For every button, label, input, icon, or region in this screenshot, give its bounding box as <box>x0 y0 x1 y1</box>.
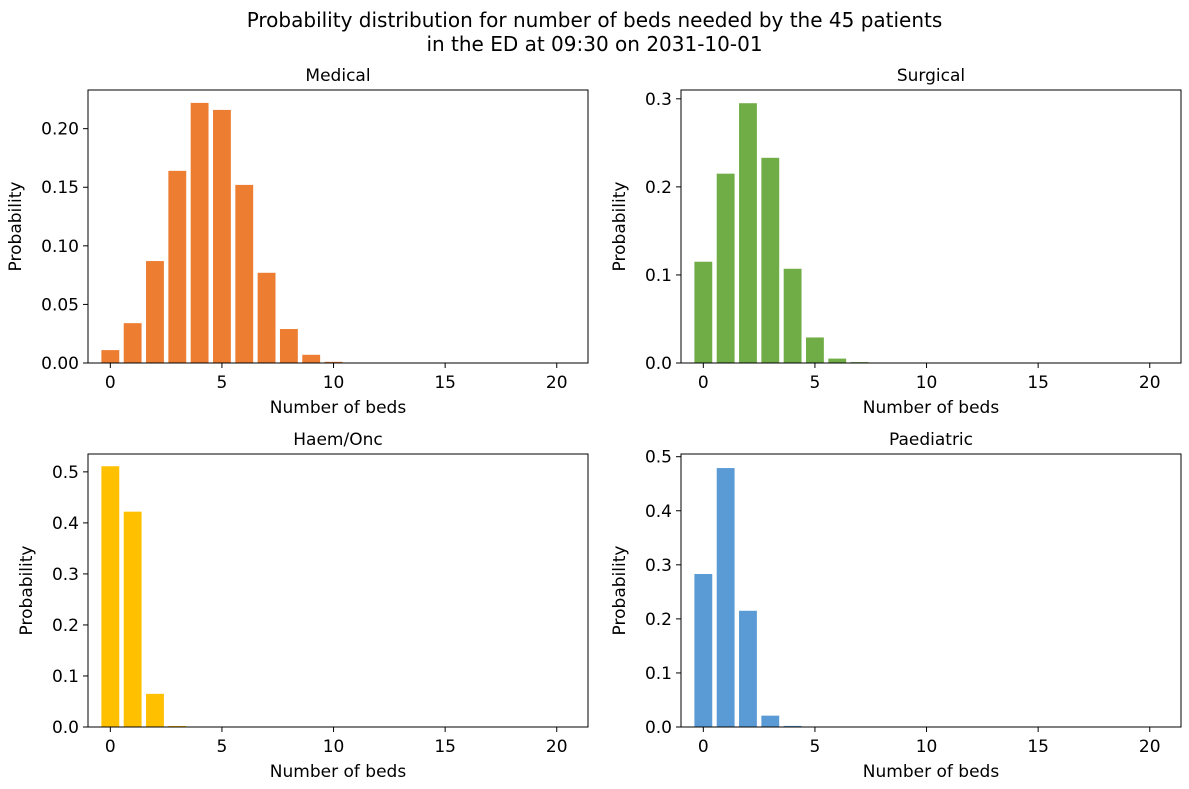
figure-title: Probability distribution for number of b… <box>0 8 1189 56</box>
y-tick-label-medical-1: 0.05 <box>41 295 79 315</box>
bar-surgical-5 <box>806 337 824 363</box>
x-tick-label-paediatric-0: 0 <box>698 737 709 757</box>
y-tick-label-haem-onc-4: 0.4 <box>52 514 79 534</box>
y-tick-label-paediatric-4: 0.4 <box>645 502 672 522</box>
bar-medical-7 <box>257 272 276 363</box>
y-axis-label-paediatric: Probability <box>610 546 630 636</box>
x-tick-label-medical-10: 10 <box>323 373 345 393</box>
y-tick-label-haem-onc-3: 0.3 <box>52 565 79 585</box>
x-axis-label-medical: Number of beds <box>270 398 407 418</box>
bar-paediatric-3 <box>761 715 780 727</box>
bar-medical-10 <box>324 361 343 363</box>
x-tick-label-medical-0: 0 <box>105 373 116 393</box>
x-tick-label-surgical-20: 20 <box>1139 373 1161 393</box>
x-tick-label-haem-onc-0: 0 <box>105 737 116 757</box>
bar-surgical-3 <box>761 157 780 363</box>
x-tick-label-surgical-5: 5 <box>810 373 821 393</box>
x-tick-label-surgical-10: 10 <box>916 373 938 393</box>
bar-paediatric-0 <box>694 574 713 727</box>
axes-frame-surgical <box>680 89 1182 364</box>
bar-surgical-1 <box>716 173 735 363</box>
x-axis-label-haem-onc: Number of beds <box>270 762 407 782</box>
y-tick-label-haem-onc-2: 0.2 <box>52 616 79 636</box>
x-tick-label-surgical-15: 15 <box>1027 373 1049 393</box>
x-axis-label-surgical: Number of beds <box>863 398 1000 418</box>
bar-medical-6 <box>235 184 254 363</box>
y-tick-label-surgical-3: 0.3 <box>645 90 672 110</box>
bar-medical-9 <box>302 354 321 363</box>
axes-frame-haem-onc <box>87 453 589 728</box>
y-tick-label-medical-4: 0.20 <box>41 120 79 140</box>
y-tick-label-surgical-0: 0.0 <box>645 354 672 374</box>
bar-paediatric-4 <box>783 725 802 727</box>
y-tick-label-haem-onc-1: 0.1 <box>52 667 79 687</box>
y-tick-label-haem-onc-5: 0.5 <box>52 463 79 483</box>
bar-haem-onc-3 <box>168 725 187 727</box>
axes-frame-paediatric <box>680 453 1182 728</box>
x-tick-label-paediatric-20: 20 <box>1139 737 1161 757</box>
bar-haem-onc-1 <box>123 511 142 727</box>
x-tick-label-haem-onc-15: 15 <box>434 737 456 757</box>
bar-medical-4 <box>190 102 209 363</box>
subplot-medical: 0 5 10 15 20 0.00 0.05 0.10 0.15 0.20 Medical Numbe… <box>6 66 589 418</box>
bar-surgical-2 <box>739 103 757 363</box>
y-tick-label-medical-0: 0.00 <box>41 354 79 374</box>
x-axis-label-paediatric: Number of beds <box>863 762 1000 782</box>
x-tick-label-haem-onc-10: 10 <box>323 737 345 757</box>
y-axis-label-surgical: Probability <box>610 182 630 272</box>
bar-surgical-0 <box>694 261 713 363</box>
y-tick-label-surgical-1: 0.1 <box>645 266 672 286</box>
y-tick-label-surgical-2: 0.2 <box>645 178 672 198</box>
y-tick-label-paediatric-2: 0.2 <box>645 610 672 630</box>
y-axis-label-haem-onc: Probability <box>17 546 37 636</box>
figure-title-line-2: in the ED at 09:30 on 2031-10-01 <box>426 32 763 56</box>
bar-haem-onc-2 <box>146 693 164 727</box>
y-tick-label-haem-onc-0: 0.0 <box>52 718 79 738</box>
bar-surgical-6 <box>828 358 847 363</box>
x-tick-label-haem-onc-5: 5 <box>217 737 228 757</box>
bar-surgical-4 <box>783 268 802 363</box>
bar-paediatric-2 <box>739 610 757 727</box>
x-tick-label-paediatric-15: 15 <box>1027 737 1049 757</box>
bar-medical-1 <box>123 323 142 363</box>
x-tick-label-haem-onc-20: 20 <box>546 737 568 757</box>
bar-medical-2 <box>146 261 164 363</box>
figure-title-line-1: Probability distribution for number of b… <box>246 8 943 32</box>
axes-frame-medical <box>87 89 589 364</box>
x-tick-label-surgical-0: 0 <box>698 373 709 393</box>
x-tick-label-medical-20: 20 <box>546 373 568 393</box>
x-tick-label-medical-5: 5 <box>217 373 228 393</box>
y-axis-label-medical: Probability <box>6 182 26 272</box>
subplot-title-paediatric: Paediatric <box>889 430 973 450</box>
bar-paediatric-1 <box>716 468 735 727</box>
x-tick-label-medical-15: 15 <box>434 373 456 393</box>
subplot-title-haem-onc: Haem/Onc <box>293 430 382 450</box>
x-tick-label-paediatric-5: 5 <box>810 737 821 757</box>
y-tick-label-paediatric-3: 0.3 <box>645 556 672 576</box>
y-tick-label-paediatric-0: 0.0 <box>645 718 672 738</box>
subplot-title-surgical: Surgical <box>897 66 965 86</box>
bar-medical-5 <box>213 109 231 363</box>
y-tick-label-paediatric-5: 0.5 <box>645 448 672 468</box>
bar-medical-8 <box>279 329 298 363</box>
y-tick-label-paediatric-1: 0.1 <box>645 664 672 684</box>
bar-medical-0 <box>101 350 120 363</box>
subplot-paediatric: 0 5 10 15 20 0.0 0.1 0.2 0.3 0.4 0.5 Paediatric Numb… <box>610 430 1182 782</box>
subplot-haem-onc: 0 5 10 15 20 0.0 0.1 0.2 0.3 0.4 0.5 Haem/Onc Number… <box>17 430 589 782</box>
x-tick-label-paediatric-10: 10 <box>916 737 938 757</box>
subplot-title-medical: Medical <box>305 66 370 86</box>
bar-haem-onc-0 <box>101 466 120 727</box>
subplot-surgical: 0 5 10 15 20 0.0 0.1 0.2 0.3 Surgical Number of be… <box>610 66 1182 418</box>
y-tick-label-medical-3: 0.15 <box>41 178 79 198</box>
bar-medical-3 <box>168 170 187 363</box>
y-tick-label-medical-2: 0.10 <box>41 237 79 257</box>
